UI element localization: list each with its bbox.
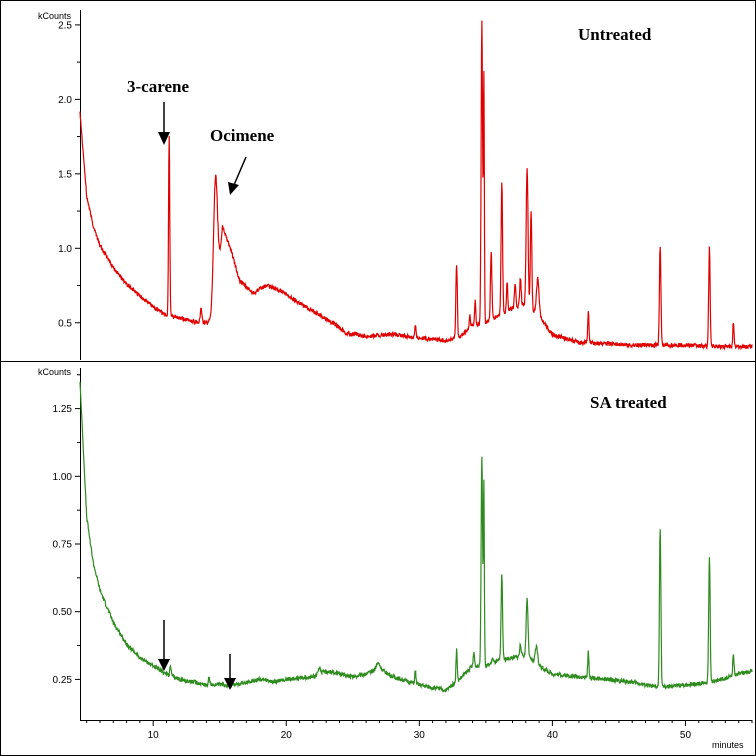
annotation-ocimene-arrowhead <box>228 182 239 195</box>
y-tick-label: 0.5 <box>58 318 72 329</box>
top-annotations: 3-carene Ocimene <box>127 77 275 195</box>
annotation-3-carene-label: 3-carene <box>127 77 189 96</box>
x-tick-label: 20 <box>281 730 293 741</box>
x-unit-label: minutes <box>712 740 744 750</box>
y-tick-label: 0.75 <box>53 540 73 551</box>
x-tick-label: 30 <box>414 730 426 741</box>
annotation-arrowhead-2 <box>224 678 236 690</box>
x-tick-label: 40 <box>547 730 559 741</box>
top-panel-title: Untreated <box>578 25 652 44</box>
panel-untreated: kCounts 0.5 1.0 1.5 2.0 2.5 Untreated 3-care… <box>38 10 753 360</box>
y-tick-label: 2.0 <box>58 95 72 106</box>
y-tick-label: 1.0 <box>58 244 72 255</box>
bottom-y-ticks: 0.25 0.50 0.75 1.00 1.25 <box>53 374 80 686</box>
bottom-annotations <box>158 620 236 690</box>
top-chromatogram-line <box>79 20 753 351</box>
x-tick-label: 50 <box>680 730 692 741</box>
y-tick-label: 0.25 <box>53 675 73 686</box>
annotation-3-carene-arrowhead <box>158 132 170 145</box>
annotation-ocimene-arrow <box>233 156 247 186</box>
y-tick-label: 2.5 <box>58 20 72 31</box>
y-tick-label: 0.50 <box>53 607 73 618</box>
annotation-arrowhead-1 <box>158 659 170 671</box>
y-tick-label: 1.25 <box>53 404 73 415</box>
bottom-x-ticks: 10 20 30 40 50 <box>86 720 753 741</box>
annotation-ocimene-label: Ocimene <box>210 126 275 145</box>
x-tick-label: 10 <box>148 730 160 741</box>
panel-sa-treated: kCounts minutes 0.25 0.50 0.75 1.00 1.25 10 2… <box>38 367 753 750</box>
y-tick-label: 1.5 <box>58 169 72 180</box>
y-tick-label: 1.00 <box>53 472 73 483</box>
bottom-panel-title: SA treated <box>590 393 667 412</box>
top-y-ticks: 0.5 1.0 1.5 2.0 2.5 <box>58 20 80 329</box>
top-y-unit-label: kCounts <box>38 11 72 21</box>
bottom-chromatogram-line <box>79 381 753 693</box>
bottom-y-unit-label: kCounts <box>38 367 72 377</box>
